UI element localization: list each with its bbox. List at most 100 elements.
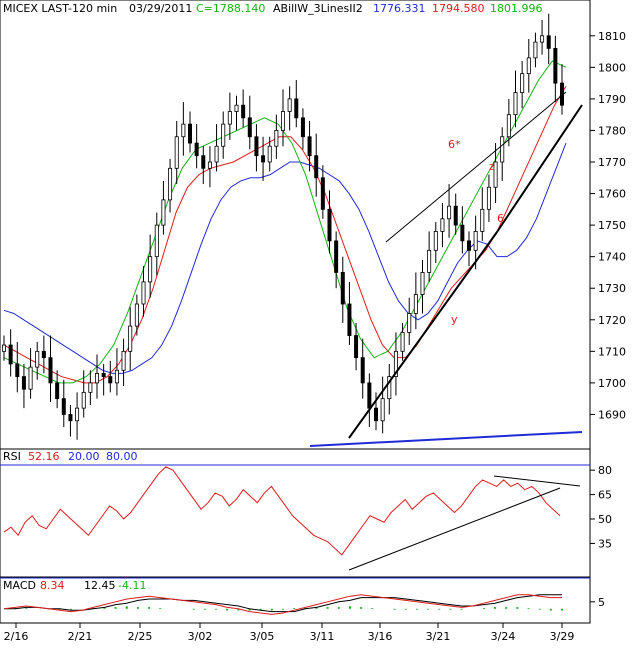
candle-body [460,224,465,242]
candle-body [347,303,352,336]
wave-label-y: y [451,313,458,326]
candle-body [354,335,359,359]
candle-body [207,161,212,169]
wave-label-6star: 6* [448,138,461,151]
candlesticks [2,13,565,440]
candle-body [553,48,558,84]
price-y-tick-label: 1700 [598,377,626,390]
candle-body [400,331,405,352]
candle-body [201,155,206,169]
macd-main-line [3,594,562,615]
candle-body [360,357,365,384]
x-tick-label: 3/29 [550,630,575,643]
candle-body [327,208,332,242]
x-tick-label: 3/02 [188,630,213,643]
candle-body [294,98,299,119]
candle-body [161,199,166,226]
candle-body [447,205,452,220]
candle-body [28,366,33,390]
price-y-tick-label: 1770 [598,156,626,169]
candle-body [340,272,345,305]
candle-body [314,155,319,179]
rsi-trendline-low [348,487,561,571]
rsi-legend: RSI 52.16 20.00 80.00 [3,450,138,463]
rsi-y-tick-label: 65 [598,489,612,502]
candle-body [440,218,445,232]
candle-body [274,130,279,147]
chart-header: MICEX LAST-120 min 03/29/2011 C=1788.140… [3,2,543,15]
candle-body [367,382,372,409]
candle-body [234,104,239,112]
candle-body [520,73,525,93]
candle-body [307,136,312,157]
x-tick-label: 2/25 [128,630,153,643]
macd-hist: -4.11 [118,579,146,592]
price-y-tick-label: 1690 [598,408,626,421]
candle-body [546,35,551,49]
macd-label: MACD [3,579,36,592]
candle-body [61,398,66,415]
candle-body [453,205,458,226]
header-close: C=1788.140 [196,2,265,15]
x-axis: 2/16 2/21 2/25 3/02 3/05 3/11 3/16 3/21 3/24 3/29 [4,623,575,643]
trendlines [309,91,583,447]
price-y-tick-label: 1780 [598,124,626,137]
candle-body [413,294,418,314]
price-y-tick-label: 1760 [598,188,626,201]
x-tick-label: 2/16 [4,630,29,643]
x-tick-label: 3/05 [250,630,275,643]
candle-body [101,373,106,377]
price-y-tick-label: 1790 [598,93,626,106]
candle-body [533,41,538,59]
candle-body [134,303,139,327]
candle-body [380,398,385,422]
candle-body [2,344,7,352]
macd-panel-frame [0,576,591,624]
candle-body [540,35,545,43]
candle-body [433,231,438,251]
candle-body [407,313,412,333]
candle-body [526,57,531,75]
candle-body [473,231,478,251]
candle-body [300,117,305,138]
candle-body [8,344,13,365]
header-date: 03/29/2011 [129,2,192,15]
candle-body [214,145,219,163]
wave-label-z: z [489,160,495,173]
x-tick-label: 3/21 [426,630,451,643]
candle-body [154,224,159,258]
candle-body [121,350,126,371]
candle-body [194,142,199,157]
price-y-tick-label: 1750 [598,219,626,232]
x-tick-label: 3/11 [310,630,335,643]
header-line1: 1776.331 [373,2,426,15]
candle-body [128,325,133,352]
candle-body [21,376,26,390]
candle-body [513,92,518,116]
candle-body [387,376,392,400]
candle-body [75,407,80,422]
candle-body [168,167,173,201]
macd-lines [3,594,563,615]
channel-upper-line [385,91,567,243]
macd-y-tick-label: 5 [598,596,605,609]
rsi-value: 52.16 [28,450,60,463]
candle-body [420,272,425,295]
candle-body [427,249,432,273]
rsi-y-axis: 35 50 65 80 [590,464,612,550]
macd-y-axis: 5 [590,596,605,609]
wave-label-6: 6 [497,212,504,225]
x-tick-label: 2/21 [68,630,93,643]
rsi-y-tick-label: 50 [598,513,612,526]
support-trendline [348,231,498,439]
candle-body [280,111,285,131]
candle-body [114,369,119,384]
candle-body [95,373,100,384]
rsi-y-tick-label: 80 [598,464,612,477]
rsi-series [3,466,561,556]
candle-body [254,136,259,157]
rsi-trendline-high [493,475,581,487]
header-line2: 1794.580 [432,2,485,15]
candle-body [174,136,179,169]
